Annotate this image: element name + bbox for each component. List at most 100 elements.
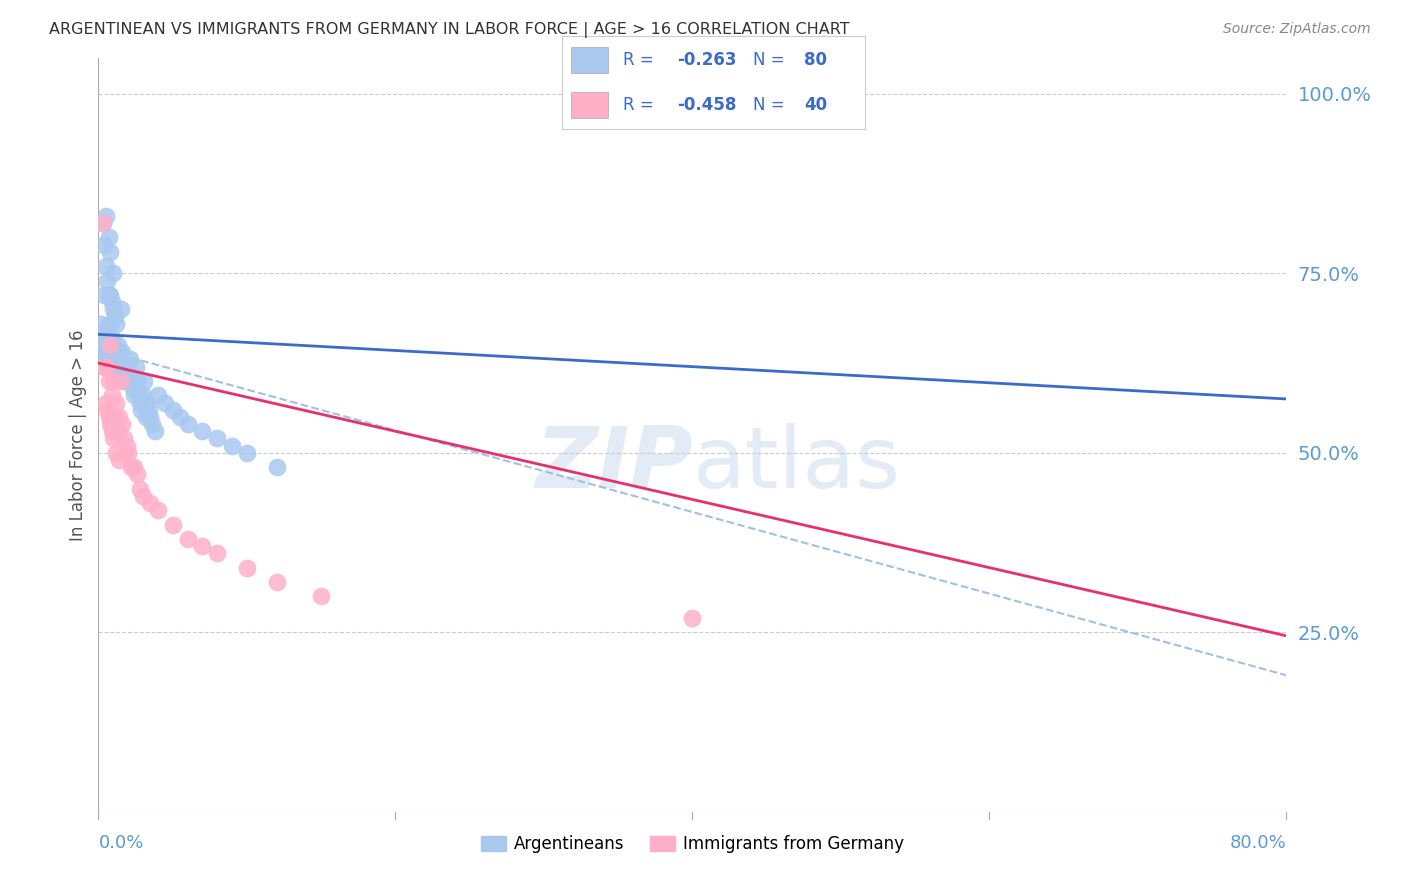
Text: ARGENTINEAN VS IMMIGRANTS FROM GERMANY IN LABOR FORCE | AGE > 16 CORRELATION CHA: ARGENTINEAN VS IMMIGRANTS FROM GERMANY I…	[49, 22, 849, 38]
Point	[125, 374, 148, 388]
Point	[114, 374, 136, 388]
Point	[110, 374, 132, 388]
Point	[107, 352, 129, 367]
Point	[98, 244, 121, 259]
Point	[104, 345, 127, 359]
Point	[94, 359, 117, 374]
Point	[93, 345, 115, 359]
Point	[110, 359, 132, 374]
Point	[139, 409, 162, 424]
Point	[124, 359, 146, 374]
Point	[162, 517, 184, 532]
Text: N =: N =	[752, 52, 790, 70]
Point	[110, 302, 132, 317]
Point	[266, 460, 288, 475]
Point	[98, 331, 121, 345]
Point	[112, 432, 135, 446]
Point	[93, 237, 115, 252]
Point	[117, 446, 139, 460]
Point	[134, 374, 156, 388]
Point	[96, 352, 118, 367]
Point	[103, 432, 125, 446]
Point	[94, 338, 117, 352]
Point	[146, 503, 169, 517]
Point	[122, 388, 145, 402]
Point	[104, 409, 127, 424]
Point	[97, 352, 120, 367]
Point	[97, 374, 120, 388]
Point	[111, 417, 134, 431]
Point	[98, 417, 121, 431]
Point	[103, 374, 125, 388]
Point	[105, 345, 128, 359]
Point	[108, 367, 131, 381]
Point	[117, 374, 139, 388]
Text: 0.0%: 0.0%	[98, 834, 143, 852]
Point	[129, 482, 152, 496]
Legend: Argentineans, Immigrants from Germany: Argentineans, Immigrants from Germany	[474, 829, 911, 860]
Point	[108, 345, 131, 359]
Text: R =: R =	[623, 96, 659, 114]
Point	[115, 439, 138, 453]
Point	[138, 402, 160, 417]
Point	[101, 388, 124, 402]
Point	[101, 295, 124, 310]
Point	[107, 367, 129, 381]
Text: atlas: atlas	[693, 424, 900, 507]
Point	[143, 424, 166, 438]
Point	[118, 352, 141, 367]
Point	[91, 216, 114, 230]
Point	[135, 409, 157, 424]
Point	[96, 402, 118, 417]
Point	[114, 446, 136, 460]
Point	[139, 496, 162, 510]
Point	[162, 402, 184, 417]
Point	[107, 424, 129, 438]
Point	[132, 388, 155, 402]
Point	[94, 395, 117, 409]
Point	[94, 259, 117, 273]
Point	[105, 446, 128, 460]
Point	[309, 590, 332, 604]
Point	[117, 367, 139, 381]
Text: 40: 40	[804, 96, 827, 114]
Point	[93, 359, 115, 374]
Point	[91, 216, 114, 230]
Point	[131, 402, 153, 417]
Point	[132, 489, 155, 503]
Text: -0.263: -0.263	[678, 52, 737, 70]
Text: 80.0%: 80.0%	[1230, 834, 1286, 852]
Point	[101, 359, 124, 374]
Point	[121, 381, 143, 395]
Point	[191, 539, 214, 553]
Point	[97, 288, 120, 302]
Point	[96, 324, 118, 338]
Point	[93, 288, 115, 302]
Point	[108, 409, 131, 424]
Point	[111, 345, 134, 359]
Text: R =: R =	[623, 52, 659, 70]
Text: 80: 80	[804, 52, 827, 70]
Point	[120, 374, 142, 388]
Point	[682, 611, 704, 625]
Point	[94, 331, 117, 345]
FancyBboxPatch shape	[571, 47, 607, 73]
Point	[104, 310, 127, 324]
Point	[105, 317, 128, 331]
Point	[136, 395, 159, 409]
Point	[98, 288, 121, 302]
Point	[97, 409, 120, 424]
Point	[94, 209, 117, 223]
Point	[98, 338, 121, 352]
Point	[266, 574, 288, 589]
Point	[101, 331, 124, 345]
Point	[101, 345, 124, 359]
Point	[207, 546, 229, 560]
Text: Source: ZipAtlas.com: Source: ZipAtlas.com	[1223, 22, 1371, 37]
Point	[169, 409, 191, 424]
Point	[207, 432, 229, 446]
FancyBboxPatch shape	[571, 92, 607, 118]
Point	[101, 424, 124, 438]
Point	[103, 367, 125, 381]
Point	[129, 395, 152, 409]
